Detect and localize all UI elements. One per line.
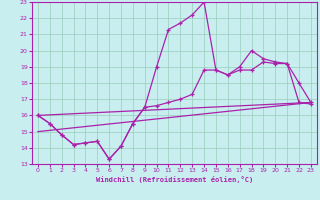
X-axis label: Windchill (Refroidissement éolien,°C): Windchill (Refroidissement éolien,°C) bbox=[96, 176, 253, 183]
